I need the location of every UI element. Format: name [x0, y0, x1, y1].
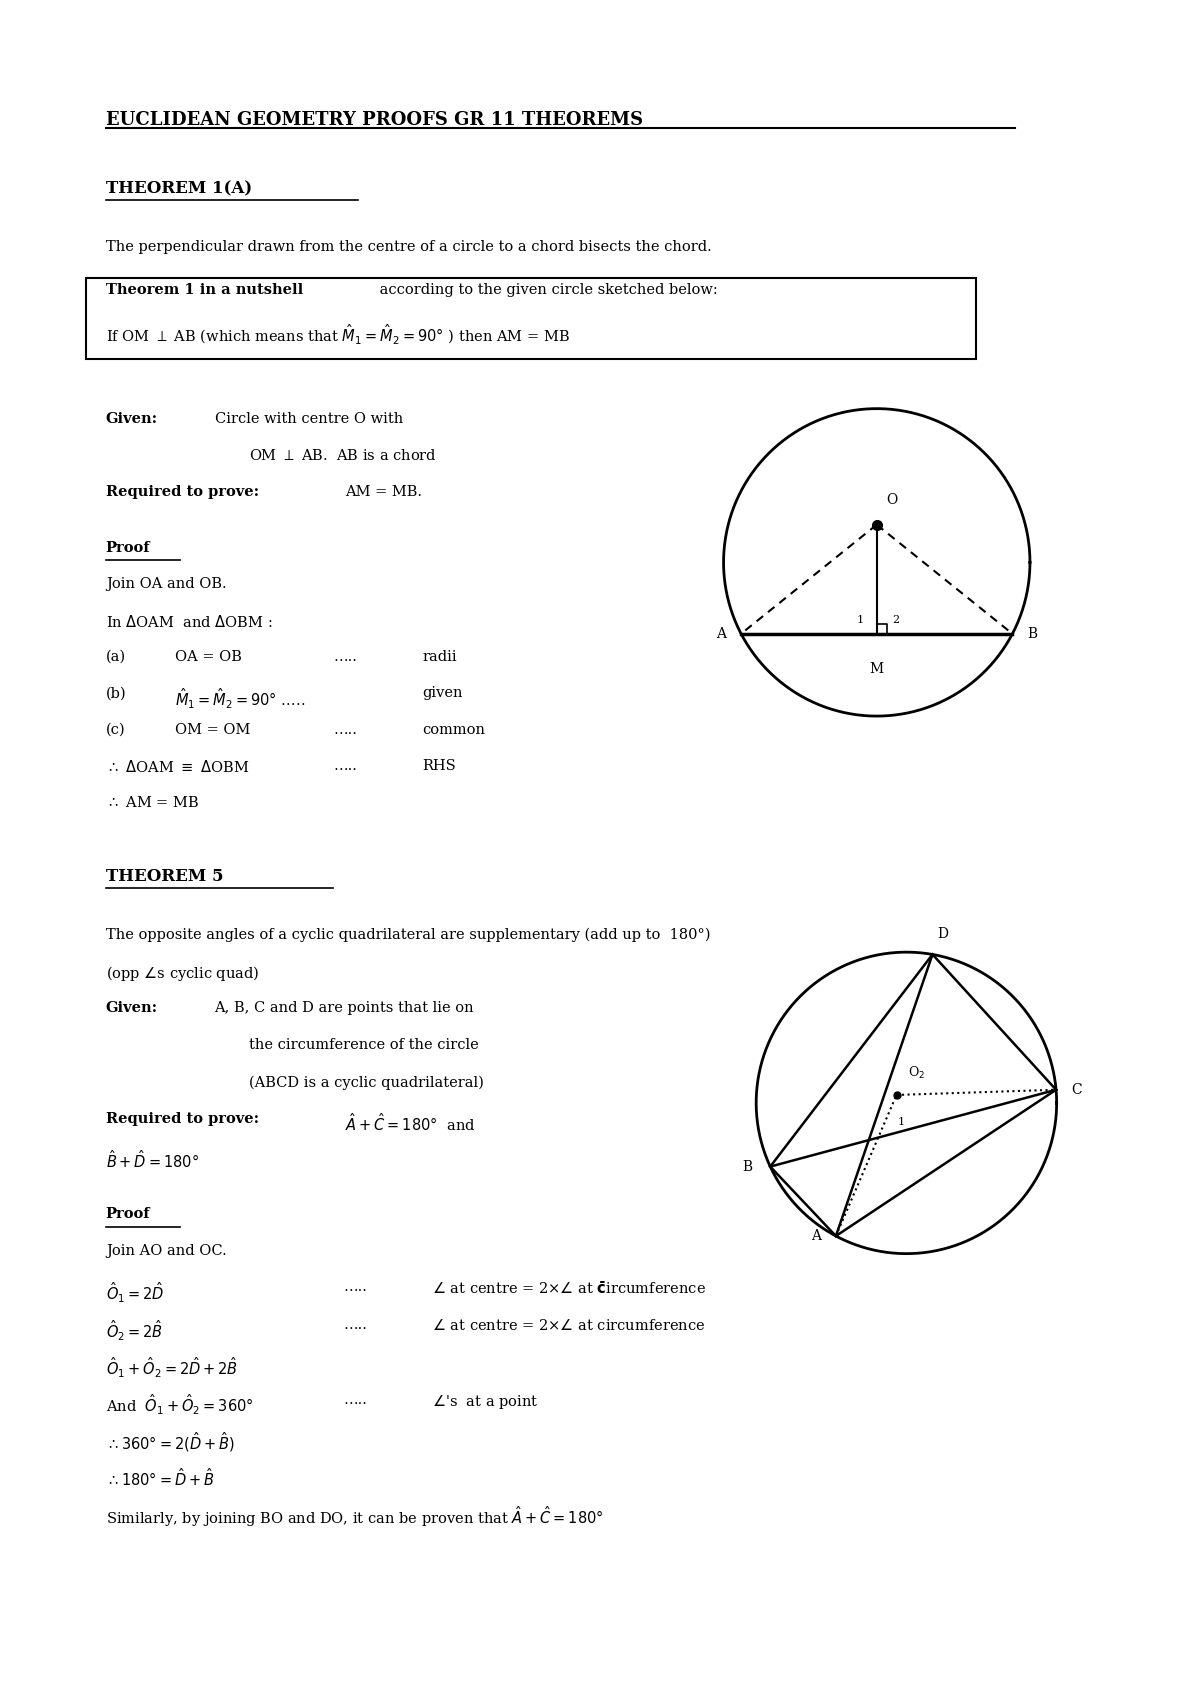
Text: THEOREM 5: THEOREM 5	[106, 868, 223, 885]
Text: OM = OM: OM = OM	[175, 722, 251, 738]
Text: 1: 1	[898, 1116, 905, 1126]
Text: Theorem 1 in a nutshell: Theorem 1 in a nutshell	[106, 283, 304, 297]
Text: …..: …..	[334, 722, 358, 738]
Text: OM $\perp$ AB.  AB is a chord: OM $\perp$ AB. AB is a chord	[250, 448, 437, 463]
Text: $\therefore$ AM = MB: $\therefore$ AM = MB	[106, 795, 199, 811]
Text: The opposite angles of a cyclic quadrilateral are supplementary (add up to  180°: The opposite angles of a cyclic quadrila…	[106, 928, 710, 941]
Text: In $\Delta$OAM  and $\Delta$OBM :: In $\Delta$OAM and $\Delta$OBM :	[106, 614, 272, 629]
Text: $\therefore$ $\Delta$OAM $\equiv$ $\Delta$OBM: $\therefore$ $\Delta$OAM $\equiv$ $\Delt…	[106, 758, 250, 775]
Text: the circumference of the circle: the circumference of the circle	[250, 1038, 479, 1053]
Text: 2: 2	[893, 616, 900, 624]
Text: (a): (a)	[106, 650, 126, 663]
FancyBboxPatch shape	[86, 278, 976, 360]
Text: $\hat{O}_1 + \hat{O}_2 = 2\hat{D} + 2\hat{B}$: $\hat{O}_1 + \hat{O}_2 = 2\hat{D} + 2\ha…	[106, 1355, 238, 1381]
Text: $\angle$ at centre = 2×$\angle$ at $\mathbf{\bar{c}}$ircumference: $\angle$ at centre = 2×$\angle$ at $\mat…	[432, 1280, 706, 1297]
Text: O$_2$: O$_2$	[908, 1065, 925, 1080]
Text: Required to prove:: Required to prove:	[106, 485, 259, 499]
Text: Similarly, by joining BO and DO, it can be proven that $\hat{A} + \hat{C} = 180°: Similarly, by joining BO and DO, it can …	[106, 1504, 604, 1530]
Text: M: M	[870, 661, 884, 675]
Text: O: O	[887, 494, 898, 507]
Text: And  $\hat{O}_1 + \hat{O}_2 = 360°$: And $\hat{O}_1 + \hat{O}_2 = 360°$	[106, 1392, 253, 1418]
Text: D: D	[937, 926, 948, 941]
Text: A: A	[716, 628, 726, 641]
Text: Circle with centre O with: Circle with centre O with	[215, 412, 403, 426]
Text: Given:: Given:	[106, 1001, 158, 1014]
Text: …..: …..	[343, 1392, 367, 1406]
Text: If OM $\perp$ AB (which means that $\hat{M}_1 = \hat{M}_2 = 90°$ ) then AM = MB: If OM $\perp$ AB (which means that $\hat…	[106, 322, 570, 346]
Text: THEOREM 1(A): THEOREM 1(A)	[106, 180, 252, 197]
Text: (opp $\angle$s cyclic quad): (opp $\angle$s cyclic quad)	[106, 963, 259, 984]
Text: $\angle$'s  at a point: $\angle$'s at a point	[432, 1392, 539, 1411]
Text: B: B	[1027, 628, 1037, 641]
Text: $\angle$ at centre = 2×$\angle$ at circumference: $\angle$ at centre = 2×$\angle$ at circu…	[432, 1318, 706, 1333]
Text: 1: 1	[857, 616, 864, 624]
Text: $\hat{O}_1 = 2\hat{D}$: $\hat{O}_1 = 2\hat{D}$	[106, 1280, 164, 1304]
Text: according to the given circle sketched below:: according to the given circle sketched b…	[374, 283, 718, 297]
Text: (ABCD is a cyclic quadrilateral): (ABCD is a cyclic quadrilateral)	[250, 1075, 484, 1089]
Text: …..: …..	[334, 758, 358, 773]
Text: (c): (c)	[106, 722, 126, 738]
Text: …..: …..	[334, 650, 358, 663]
Text: $\therefore 180° = \hat{D} + \hat{B}$: $\therefore 180° = \hat{D} + \hat{B}$	[106, 1467, 215, 1489]
Text: B: B	[743, 1160, 752, 1174]
Text: $\hat{B} + \hat{D} = 180°$: $\hat{B} + \hat{D} = 180°$	[106, 1150, 199, 1172]
Text: EUCLIDEAN GEOMETRY PROOFS GR 11 THEOREMS: EUCLIDEAN GEOMETRY PROOFS GR 11 THEOREMS	[106, 110, 643, 129]
Text: A, B, C and D are points that lie on: A, B, C and D are points that lie on	[215, 1001, 474, 1014]
Text: Proof: Proof	[106, 1208, 150, 1221]
Text: The perpendicular drawn from the centre of a circle to a chord bisects the chord: The perpendicular drawn from the centre …	[106, 241, 712, 254]
Text: Join AO and OC.: Join AO and OC.	[106, 1243, 227, 1258]
Text: A: A	[811, 1230, 821, 1243]
Text: given: given	[422, 687, 462, 700]
Text: Proof: Proof	[106, 541, 150, 555]
Text: C: C	[1070, 1082, 1081, 1097]
Text: (b): (b)	[106, 687, 126, 700]
Text: OA = OB: OA = OB	[175, 650, 242, 663]
Text: radii: radii	[422, 650, 457, 663]
Text: $\therefore 360° = 2(\hat{D} + \hat{B})$: $\therefore 360° = 2(\hat{D} + \hat{B})$	[106, 1430, 235, 1453]
Text: common: common	[422, 722, 485, 738]
Text: Join OA and OB.: Join OA and OB.	[106, 577, 227, 592]
Text: Required to prove:: Required to prove:	[106, 1113, 259, 1126]
Text: $\hat{A} + \hat{C} = 180°$  and: $\hat{A} + \hat{C} = 180°$ and	[344, 1113, 475, 1133]
Text: …..: …..	[343, 1280, 367, 1294]
Text: $\hat{O}_2 = 2\hat{B}$: $\hat{O}_2 = 2\hat{B}$	[106, 1318, 163, 1343]
Text: RHS: RHS	[422, 758, 456, 773]
Text: AM = MB.: AM = MB.	[344, 485, 422, 499]
Text: Given:: Given:	[106, 412, 158, 426]
Text: $\hat{M}_1 = \hat{M}_2 = 90°$ …..: $\hat{M}_1 = \hat{M}_2 = 90°$ …..	[175, 687, 306, 711]
Text: …..: …..	[343, 1318, 367, 1331]
